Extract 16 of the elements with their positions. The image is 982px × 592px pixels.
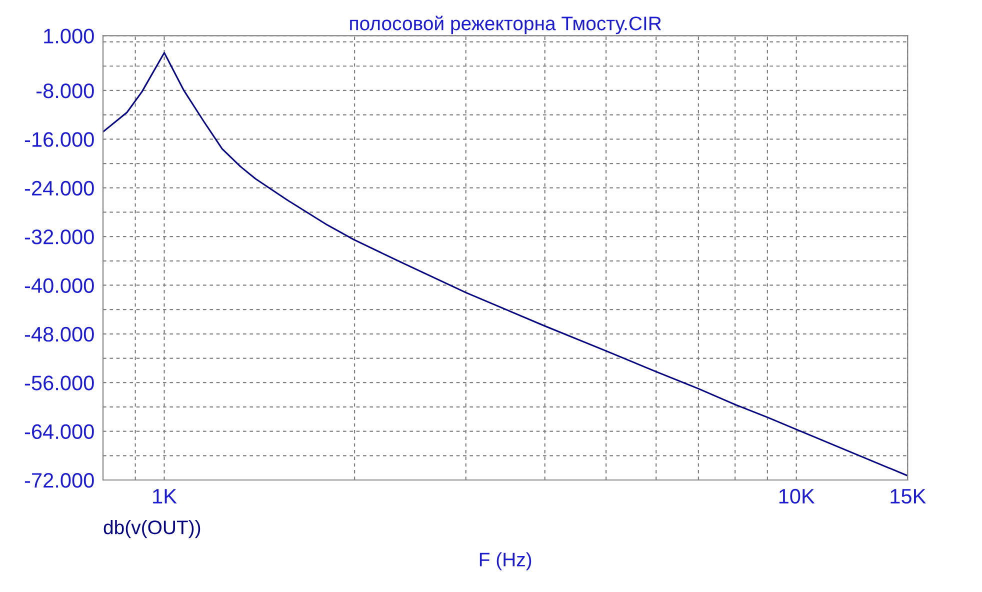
y-tick-label: -24.000 [24,180,94,196]
y-tick-label: -16.000 [24,132,94,147]
x-tick-label: 10K [779,488,815,504]
y-tick-label: -72.000 [24,472,94,488]
chart-title: полосовой режекторна Тмосту.CIR [350,16,662,34]
y-tick-label: 1.000 [44,28,94,44]
y-tick-label: -64.000 [24,424,94,440]
y-tick-label: -48.000 [24,326,94,342]
x-axis-title: F (Hz) [480,552,532,570]
y-tick-label: -8.000 [36,83,94,98]
y-tick-label: -32.000 [24,230,94,244]
text: db(v(OUT)) [104,520,200,538]
y-tick-label: -40.000 [24,278,94,293]
y-tick-label: -56.000 [24,376,94,390]
x-tick-label: 1K [153,489,177,504]
x-tick-label: 15K [890,489,926,504]
